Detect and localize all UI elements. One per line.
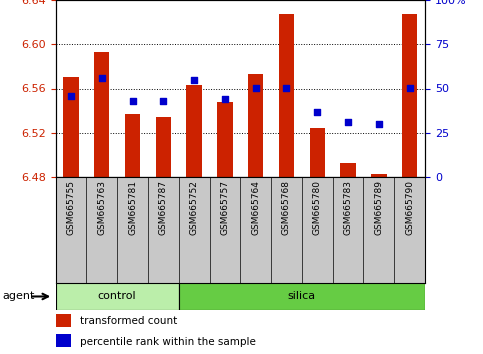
- Text: agent: agent: [2, 291, 35, 302]
- Bar: [248, 74, 263, 177]
- Bar: [279, 15, 294, 177]
- Text: GSM665768: GSM665768: [282, 180, 291, 235]
- Text: GSM665789: GSM665789: [374, 180, 384, 235]
- Text: GSM665764: GSM665764: [251, 180, 260, 235]
- Bar: [217, 102, 233, 177]
- Point: [98, 75, 106, 81]
- Bar: [56, 334, 71, 347]
- Bar: [371, 174, 386, 177]
- Text: GSM665790: GSM665790: [405, 180, 414, 235]
- Point: [67, 93, 75, 98]
- Point: [190, 77, 198, 82]
- Text: GSM665755: GSM665755: [67, 180, 75, 235]
- Point: [375, 121, 383, 127]
- Point: [159, 98, 167, 104]
- Text: GSM665787: GSM665787: [159, 180, 168, 235]
- Bar: [186, 85, 202, 177]
- Bar: [94, 52, 110, 177]
- Bar: [63, 78, 79, 177]
- Point: [252, 86, 259, 91]
- Bar: [56, 283, 179, 310]
- Point: [344, 119, 352, 125]
- Text: percentile rank within the sample: percentile rank within the sample: [80, 337, 256, 347]
- Bar: [179, 283, 425, 310]
- Bar: [125, 114, 140, 177]
- Text: GSM665752: GSM665752: [190, 180, 199, 235]
- Text: GSM665781: GSM665781: [128, 180, 137, 235]
- Point: [283, 86, 290, 91]
- Text: silica: silica: [288, 291, 316, 302]
- Bar: [402, 15, 417, 177]
- Point: [128, 98, 136, 104]
- Text: control: control: [98, 291, 136, 302]
- Point: [406, 86, 413, 91]
- Bar: [310, 128, 325, 177]
- Bar: [56, 314, 71, 327]
- Text: GSM665780: GSM665780: [313, 180, 322, 235]
- Bar: [341, 162, 356, 177]
- Text: transformed count: transformed count: [80, 316, 177, 326]
- Text: GSM665763: GSM665763: [97, 180, 106, 235]
- Bar: [156, 117, 171, 177]
- Text: GSM665783: GSM665783: [343, 180, 353, 235]
- Point: [221, 96, 229, 102]
- Text: GSM665757: GSM665757: [220, 180, 229, 235]
- Point: [313, 109, 321, 114]
